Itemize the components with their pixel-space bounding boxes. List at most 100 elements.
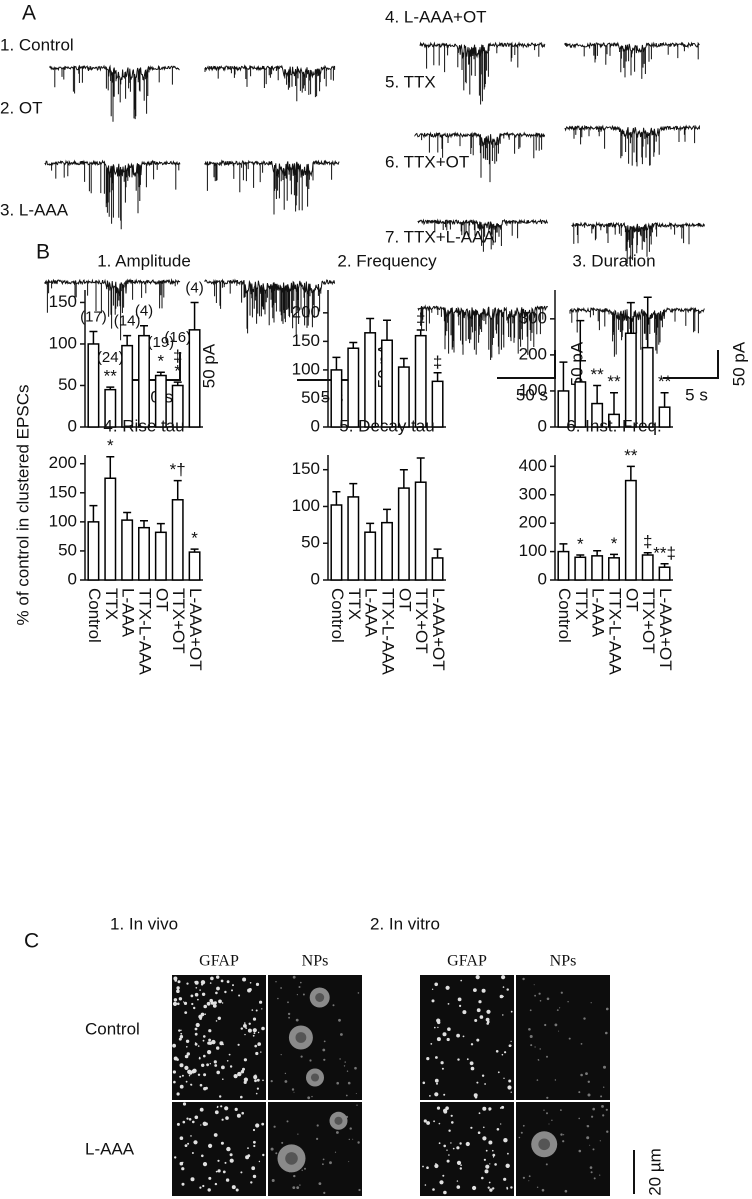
speck (201, 1063, 205, 1068)
bar (154, 531, 167, 581)
speck (194, 1042, 197, 1044)
speck (252, 1128, 256, 1132)
speck (586, 1136, 590, 1140)
speck (300, 981, 302, 984)
speck (485, 1149, 488, 1152)
speck (243, 1024, 247, 1028)
speck (546, 1112, 548, 1115)
speck (255, 1092, 258, 1095)
speck (200, 980, 206, 985)
x-tick-label: TTX+OT (412, 588, 431, 654)
y-tick-label: 50 (301, 388, 320, 407)
x-tick-label: L-AAA+OT (186, 588, 205, 671)
speck (173, 976, 178, 981)
scale-bar-label: 20 µm (645, 1148, 664, 1196)
speck (479, 1015, 484, 1019)
column-label: GFAP (199, 953, 239, 970)
speck (217, 1016, 221, 1020)
bar (624, 332, 637, 428)
speck (176, 1092, 180, 1096)
error-bar (643, 296, 652, 348)
speck (476, 1038, 480, 1042)
error-bar (349, 482, 358, 497)
speck (343, 1065, 346, 1067)
speck (228, 1053, 231, 1056)
speck (470, 1043, 474, 1046)
speck (583, 1017, 586, 1020)
speck (255, 1051, 259, 1056)
speck (508, 1079, 512, 1083)
speck (211, 1039, 216, 1045)
speck (587, 1093, 591, 1097)
speck (466, 1058, 469, 1061)
speck (203, 1073, 207, 1077)
speck (556, 1009, 559, 1011)
speck (304, 1167, 306, 1170)
speck (322, 1163, 324, 1166)
speck (261, 1008, 263, 1010)
speck (244, 1033, 246, 1036)
speck (554, 1079, 557, 1081)
speck (207, 1050, 212, 1055)
speck (438, 1142, 441, 1145)
speck (190, 1083, 193, 1086)
speck (539, 1000, 542, 1002)
speck (186, 1046, 188, 1048)
bar (171, 499, 184, 581)
speck (456, 1160, 462, 1165)
speck (459, 1167, 462, 1170)
speck (198, 1057, 201, 1060)
speck (291, 1088, 295, 1091)
y-tick-label: 150 (292, 331, 320, 350)
x-tick-label: L-AAA (119, 588, 138, 638)
error-bar (399, 468, 408, 489)
panel-label: A (22, 2, 36, 25)
speck (219, 1095, 222, 1098)
speck (606, 1007, 609, 1011)
speck (336, 1131, 339, 1134)
speck (292, 975, 296, 979)
speck (215, 1020, 218, 1022)
speck (592, 1148, 595, 1151)
speck (181, 1182, 185, 1186)
speck (280, 987, 282, 989)
error-bar (626, 465, 635, 481)
speck (256, 1087, 259, 1090)
speck (194, 1032, 198, 1036)
speck (177, 980, 181, 984)
x-tick-label: L-AAA+OT (429, 588, 448, 671)
significance-marker: ** (607, 372, 621, 391)
speck (462, 1010, 467, 1015)
chart-title: 4. Rise tau (103, 416, 184, 435)
speck (258, 1160, 261, 1163)
error-bar (559, 543, 568, 552)
significance-marker: ‡ (416, 309, 425, 328)
speck (231, 989, 233, 992)
significance-marker: ‡ (173, 347, 182, 366)
x-tick-label: OT (152, 588, 171, 612)
x-tick-label: TTX+OT (169, 588, 188, 654)
speck (311, 1095, 313, 1098)
speck (213, 1060, 217, 1064)
speck (348, 1161, 350, 1163)
speck (487, 1186, 490, 1189)
speck (492, 1153, 496, 1157)
x-tick-label: TTX (345, 588, 364, 620)
speck (293, 1091, 295, 1093)
speck (580, 1043, 583, 1045)
bar (397, 487, 410, 581)
condition-label: 1. Control (0, 35, 74, 54)
speck (221, 1065, 225, 1070)
n-label: (4) (135, 303, 153, 320)
speck (443, 1144, 447, 1148)
speck (499, 994, 504, 999)
speck (208, 1029, 212, 1033)
n-label: (19) (148, 334, 175, 351)
speck (591, 1115, 594, 1118)
speck (240, 1070, 245, 1074)
speck (179, 1084, 184, 1089)
speck (220, 1105, 223, 1108)
speck (600, 1095, 603, 1098)
y-tick-label: 200 (519, 513, 547, 532)
speck (504, 1051, 507, 1054)
